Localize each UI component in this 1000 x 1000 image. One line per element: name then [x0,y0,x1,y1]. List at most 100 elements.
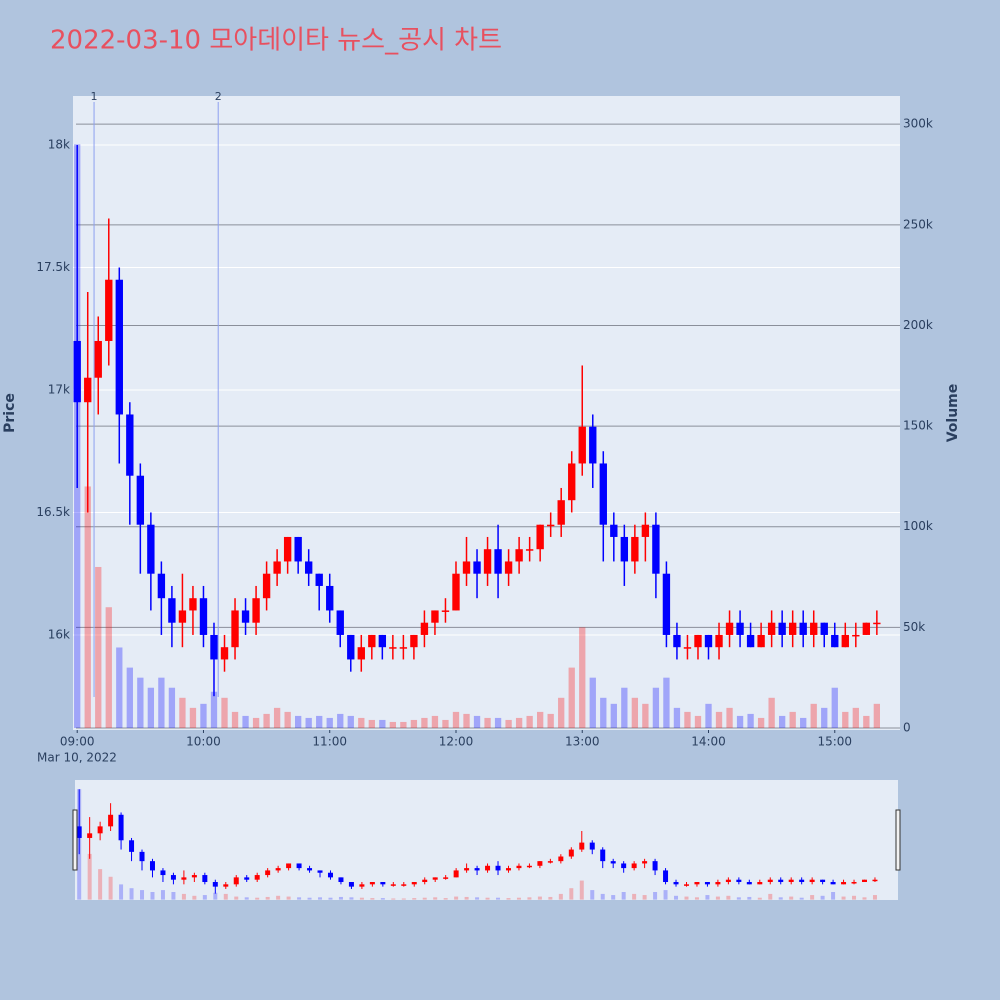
volume-bar [747,713,754,728]
slider-candle-body [76,826,82,838]
slider-candle-body [861,879,867,883]
slider-volume-bar [653,892,658,900]
y2-tick-label: 100k [903,519,933,533]
y2-tick-label: 200k [903,318,933,332]
volume-bar [358,717,365,728]
slider-volume-bar [485,897,490,900]
volume-bar [505,719,512,728]
slider-candle-body [453,870,459,878]
slider-volume-bar [213,892,218,900]
volume-bar [736,715,744,728]
slider-candle-body [443,877,449,879]
volume-bar [494,717,502,728]
slider-candle-body [830,882,836,885]
volume-bar [105,607,112,728]
candle-body [294,536,302,562]
x-tick-label: 13:00 [565,735,600,749]
candle-body [778,622,786,635]
volume-bar [158,677,165,728]
slider-volume-bar [412,898,417,900]
slider-candle-body [97,826,103,834]
candle-body [557,500,565,525]
candle-body [673,634,681,648]
slider-volume-bar [391,898,396,900]
candle-body [231,610,239,648]
candle-body [715,634,723,648]
volume-bar [452,711,460,728]
candle-body [820,622,828,635]
candle-body [199,598,208,635]
volume-bar [84,486,91,728]
volume-bar [579,627,586,728]
slider-volume-bar [496,897,501,900]
slider-volume-bar [600,893,605,900]
slider-candle-body [505,868,511,871]
candle-body [525,549,534,551]
candle-body [441,610,450,612]
candle-body [105,279,113,341]
slider-handle[interactable] [72,809,78,871]
y-tick-label: 16k [48,627,70,641]
candle-body [347,634,355,660]
slider-candle-body [715,882,721,885]
slider-candle-body [537,861,543,866]
slider-handle[interactable] [895,809,901,871]
slider-candle-body [621,863,627,869]
candle-body [136,475,145,525]
slider-volume-bar [810,895,815,900]
volume-bar [863,715,870,728]
slider-candle-body [683,884,689,886]
volume-bar [810,703,817,728]
slider-volume-bar [642,895,647,900]
slider-volume-bar [119,884,124,900]
candle-body [546,524,555,527]
slider-volume-bar [181,893,186,900]
slider-candle-body [181,877,187,880]
slider-volume-bar [171,892,176,900]
slider-candle-body [296,863,302,869]
slider-volume-bar [831,892,836,900]
slider-candle-body [149,861,155,871]
slider-volume-bar [579,880,584,900]
volume-bar [168,687,176,728]
volume-bar [484,717,491,728]
slider-volume-bar [129,888,134,900]
slider-volume-bar [359,897,364,900]
volume-bar [515,717,523,728]
x-tick-label: 09:00 [60,735,95,749]
volume-bar [694,715,702,728]
slider-candle-body [673,882,679,885]
slider-volume-bar [464,896,469,900]
slider-candle-body [129,840,135,852]
slider-volume-bar [98,869,103,900]
slider-volume-bar [422,897,427,900]
volume-bar [316,715,323,728]
volume-bar [663,677,670,728]
candle-body [178,610,187,623]
slider-candle-body [307,868,313,871]
range-slider[interactable] [75,780,898,900]
slider-candle-body [369,882,375,885]
slider-volume-bar [223,893,228,900]
slider-candle-body [474,868,480,871]
slider-candle-body [286,863,292,869]
slider-candle-body [87,833,93,838]
slider-volume-bar [140,890,145,900]
candle-body [536,524,544,550]
candle-body [115,279,123,415]
candle-body [241,610,250,623]
slider-candle-body [610,861,616,864]
slider-candle-body [778,879,784,883]
volume-bar [526,715,533,728]
slider-candle-body [202,875,208,883]
slider-volume-bar [872,895,877,900]
slider-candle-body [432,877,438,880]
slider-candle-body [254,875,260,880]
slider-candle-body [757,882,763,885]
candle-body [220,647,229,660]
slider-volume-bar [768,893,773,900]
slider-volume-bar [611,895,616,900]
slider-candle-body [589,842,595,850]
volume-bar [842,711,849,728]
y-tick-label: 17.5k [36,260,70,274]
